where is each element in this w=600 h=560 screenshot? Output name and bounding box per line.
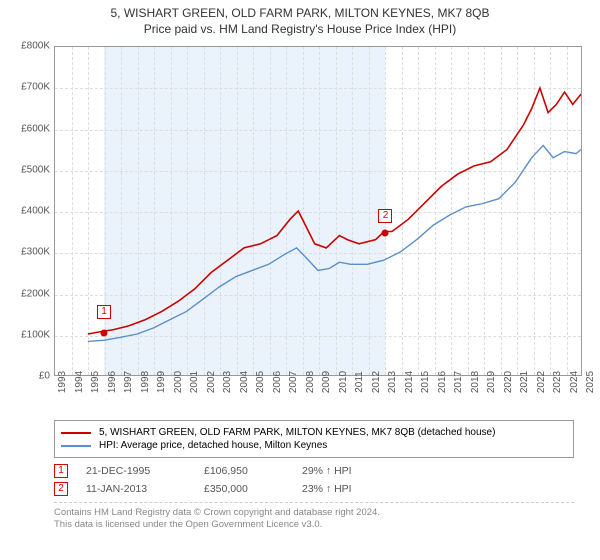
x-tick-label: 1998 (140, 371, 151, 393)
legend-label-price-paid: 5, WISHART GREEN, OLD FARM PARK, MILTON … (99, 427, 495, 438)
x-tick-label: 1996 (107, 371, 118, 393)
x-tick-label: 2009 (321, 371, 332, 393)
y-tick-label: £0 (10, 371, 50, 382)
x-tick-label: 2021 (519, 371, 530, 393)
x-tick-label: 2014 (404, 371, 415, 393)
x-tick-label: 2001 (189, 371, 200, 393)
series-price_paid (88, 88, 581, 334)
x-tick-label: 2006 (272, 371, 283, 393)
x-tick-label: 2017 (453, 371, 464, 393)
y-tick-label: £700K (10, 82, 50, 93)
series-svg (55, 47, 581, 375)
legend-row-price-paid: 5, WISHART GREEN, OLD FARM PARK, MILTON … (61, 427, 567, 438)
title-address: 5, WISHART GREEN, OLD FARM PARK, MILTON … (10, 6, 590, 20)
x-tick-label: 2011 (354, 371, 365, 393)
y-tick-label: £600K (10, 123, 50, 134)
x-tick-label: 2013 (387, 371, 398, 393)
sales-date-2: 11-JAN-2013 (86, 483, 186, 495)
x-tick-label: 2025 (585, 371, 596, 393)
x-tick-label: 1994 (74, 371, 85, 393)
legend: 5, WISHART GREEN, OLD FARM PARK, MILTON … (54, 420, 574, 458)
y-tick-label: £300K (10, 247, 50, 258)
y-tick-label: £200K (10, 288, 50, 299)
x-tick-label: 2007 (288, 371, 299, 393)
x-tick-label: 2020 (503, 371, 514, 393)
sales-row-2: 2 11-JAN-2013 £350,000 23% ↑ HPI (54, 482, 574, 496)
legend-label-hpi: HPI: Average price, detached house, Milt… (99, 440, 327, 451)
x-tick-label: 1995 (90, 371, 101, 393)
x-tick-label: 1997 (123, 371, 134, 393)
plot-region: 12 (54, 46, 582, 376)
y-tick-label: £500K (10, 164, 50, 175)
separator (54, 502, 574, 503)
sale-marker-box-1: 1 (97, 305, 111, 319)
x-tick-label: 2002 (206, 371, 217, 393)
x-tick-label: 2022 (536, 371, 547, 393)
x-tick-label: 1999 (156, 371, 167, 393)
sale-marker-box-2: 2 (378, 209, 392, 223)
sales-price-2: £350,000 (204, 483, 284, 495)
footer: Contains HM Land Registry data © Crown c… (54, 507, 590, 532)
sales-marker-2: 2 (54, 482, 68, 496)
title-subtitle: Price paid vs. HM Land Registry's House … (10, 22, 590, 36)
x-tick-label: 2003 (222, 371, 233, 393)
legend-swatch-hpi (61, 445, 91, 447)
sales-marker-1: 1 (54, 464, 68, 478)
x-tick-label: 2015 (420, 371, 431, 393)
sales-pct-2: 23% ↑ HPI (302, 483, 402, 495)
x-tick-label: 2000 (173, 371, 184, 393)
footer-line-2: This data is licensed under the Open Gov… (54, 519, 590, 531)
sales-row-1: 1 21-DEC-1995 £106,950 29% ↑ HPI (54, 464, 574, 478)
x-tick-label: 1993 (57, 371, 68, 393)
footer-line-1: Contains HM Land Registry data © Crown c… (54, 507, 590, 519)
sale-dot-2 (382, 229, 389, 236)
x-tick-label: 2019 (486, 371, 497, 393)
x-tick-label: 2012 (371, 371, 382, 393)
chart-area: 12 £0£100K£200K£300K£400K£500K£600K£700K… (10, 42, 590, 412)
sales-pct-1: 29% ↑ HPI (302, 465, 402, 477)
x-tick-label: 2024 (569, 371, 580, 393)
y-tick-label: £800K (10, 41, 50, 52)
legend-swatch-price-paid (61, 432, 91, 434)
x-tick-label: 2023 (552, 371, 563, 393)
x-tick-label: 2016 (437, 371, 448, 393)
sales-table: 1 21-DEC-1995 £106,950 29% ↑ HPI 2 11-JA… (54, 464, 574, 496)
x-tick-label: 2005 (255, 371, 266, 393)
sales-date-1: 21-DEC-1995 (86, 465, 186, 477)
x-tick-label: 2008 (305, 371, 316, 393)
sales-price-1: £106,950 (204, 465, 284, 477)
y-tick-label: £100K (10, 329, 50, 340)
y-tick-label: £400K (10, 206, 50, 217)
x-tick-label: 2004 (239, 371, 250, 393)
legend-row-hpi: HPI: Average price, detached house, Milt… (61, 440, 567, 451)
x-tick-label: 2018 (470, 371, 481, 393)
sale-dot-1 (101, 329, 108, 336)
x-tick-label: 2010 (338, 371, 349, 393)
